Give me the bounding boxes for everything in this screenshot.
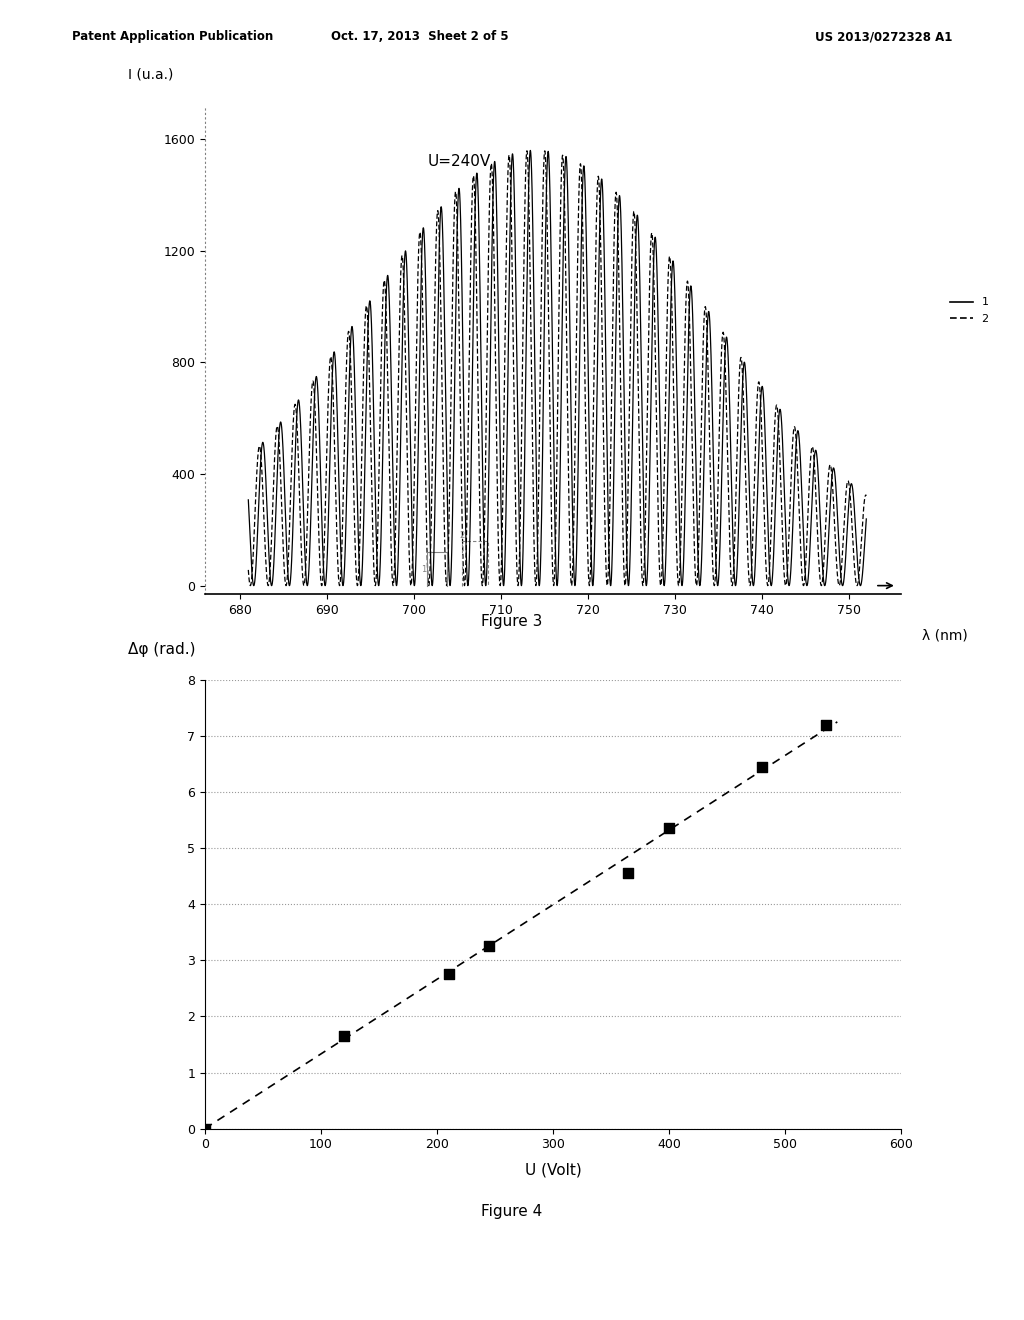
Legend: 1, 2: 1, 2	[946, 293, 993, 329]
Text: U=240V: U=240V	[428, 154, 490, 169]
Text: I (u.a.): I (u.a.)	[128, 67, 174, 81]
X-axis label: U (Volt): U (Volt)	[524, 1163, 582, 1177]
Point	[481, 936, 498, 957]
Text: 1: 1	[421, 565, 426, 574]
Text: Oct. 17, 2013  Sheet 2 of 5: Oct. 17, 2013 Sheet 2 of 5	[331, 30, 509, 44]
Point	[754, 756, 770, 777]
Text: Patent Application Publication: Patent Application Publication	[72, 30, 273, 44]
Point	[817, 714, 834, 735]
Point	[621, 863, 637, 884]
Text: λ (nm): λ (nm)	[922, 628, 968, 643]
Point	[660, 818, 677, 840]
Point	[336, 1026, 352, 1047]
Text: Figure 4: Figure 4	[481, 1204, 543, 1218]
Text: Δφ (rad.): Δφ (rad.)	[128, 643, 196, 657]
Text: 2: 2	[459, 531, 464, 540]
Point	[440, 964, 457, 985]
Text: US 2013/0272328 A1: US 2013/0272328 A1	[815, 30, 952, 44]
Text: Figure 3: Figure 3	[481, 614, 543, 628]
Point	[197, 1118, 213, 1139]
